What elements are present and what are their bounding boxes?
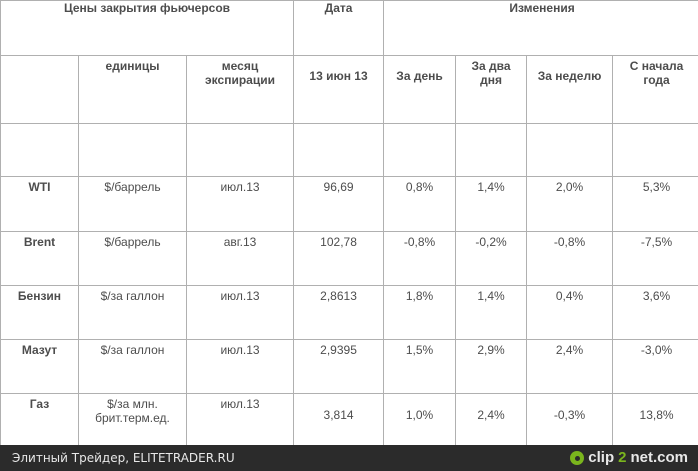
- ytd-header: С начала года: [612, 55, 698, 124]
- day-header: За день: [383, 55, 457, 124]
- row-week: 2,0%: [526, 176, 614, 232]
- row-two-days: 2,9%: [455, 339, 528, 394]
- row-expiry: июл.13: [185, 393, 295, 454]
- row-name: Мазут: [0, 339, 79, 394]
- row-unit: $/баррель: [78, 176, 187, 232]
- row-price: 102,78: [293, 231, 385, 286]
- row-ytd: -7,5%: [612, 231, 698, 286]
- ytd-header-line1: С начала: [629, 59, 684, 73]
- changes-title: Изменения: [383, 0, 698, 56]
- futures-title: Цены закрытия фьючерсов: [0, 0, 295, 56]
- row-price: 2,9395: [293, 339, 385, 394]
- row-day: 1,8%: [383, 285, 457, 340]
- row-name: Brent: [0, 231, 79, 286]
- logo-text-3: net.com: [630, 449, 688, 466]
- row-ytd: 3,6%: [612, 285, 698, 340]
- subheader-row: единицы месяц экспирации 13 июн 13 За де…: [0, 55, 698, 124]
- row-name: WTI: [0, 176, 79, 232]
- row-unit: $/за млн. брит.терм.ед.: [78, 393, 187, 454]
- table-row: Газ $/за млн. брит.терм.ед. июл.13 3,814…: [0, 393, 698, 454]
- logo-text-1: clip: [588, 449, 615, 466]
- expiry-header: месяц экспирации: [185, 55, 295, 124]
- row-week: 0,4%: [526, 285, 614, 340]
- row-unit: $/баррель: [78, 231, 187, 286]
- row-week: -0,8%: [526, 231, 614, 286]
- row-expiry: июл.13: [185, 285, 295, 340]
- source-credit: Элитный Трейдер, ELITETRADER.RU: [12, 451, 235, 465]
- logo-dot-icon: [570, 451, 585, 465]
- expiry-header-line1: месяц: [221, 59, 259, 73]
- week-header: За неделю: [526, 55, 614, 124]
- row-unit: $/за галлон: [78, 285, 187, 340]
- row-expiry: авг.13: [185, 231, 295, 286]
- row-week: -0,3%: [526, 393, 614, 454]
- row-price: 2,8613: [293, 285, 385, 340]
- ytd-header-line2: года: [643, 73, 670, 87]
- row-day: 1,5%: [383, 339, 457, 394]
- units-header: единицы: [78, 55, 187, 124]
- futures-table: Цены закрытия фьючерсов Дата Изменения е…: [0, 0, 698, 454]
- empty-header-cell: [0, 55, 79, 124]
- row-unit: $/за галлон: [78, 339, 187, 394]
- row-two-days: -0,2%: [455, 231, 528, 286]
- date-title: Дата: [293, 0, 385, 56]
- table-row: Мазут $/за галлон июл.13 2,9395 1,5% 2,9…: [0, 339, 698, 394]
- row-name: Бензин: [0, 285, 79, 340]
- row-two-days: 1,4%: [455, 285, 528, 340]
- row-ytd: 5,3%: [612, 176, 698, 232]
- row-name: Газ: [0, 393, 79, 454]
- expiry-header-line2: экспирации: [205, 73, 275, 87]
- row-two-days: 1,4%: [455, 176, 528, 232]
- row-day: -0,8%: [383, 231, 457, 286]
- row-ytd: 13,8%: [612, 393, 698, 454]
- logo-text-2: 2: [618, 449, 627, 466]
- table-row: WTI $/баррель июл.13 96,69 0,8% 1,4% 2,0…: [0, 176, 698, 232]
- header-row: Цены закрытия фьючерсов Дата Изменения: [0, 0, 698, 56]
- clip2net-logo: clip 2 net.com: [570, 445, 688, 471]
- row-week: 2,4%: [526, 339, 614, 394]
- two-days-header-line2: дня: [480, 73, 502, 87]
- spacer-row: [0, 123, 698, 177]
- table-row: Brent $/баррель авг.13 102,78 -0,8% -0,2…: [0, 231, 698, 286]
- two-days-header: За два дня: [455, 55, 528, 124]
- date-value-header: 13 июн 13: [293, 55, 385, 124]
- row-price: 96,69: [293, 176, 385, 232]
- table-row: Бензин $/за галлон июл.13 2,8613 1,8% 1,…: [0, 285, 698, 340]
- watermark-bar: Элитный Трейдер, ELITETRADER.RU clip 2 net…: [0, 445, 698, 471]
- row-ytd: -3,0%: [612, 339, 698, 394]
- row-expiry: июл.13: [185, 339, 295, 394]
- two-days-header-line1: За два: [471, 59, 511, 73]
- row-day: 0,8%: [383, 176, 457, 232]
- row-expiry: июл.13: [185, 176, 295, 232]
